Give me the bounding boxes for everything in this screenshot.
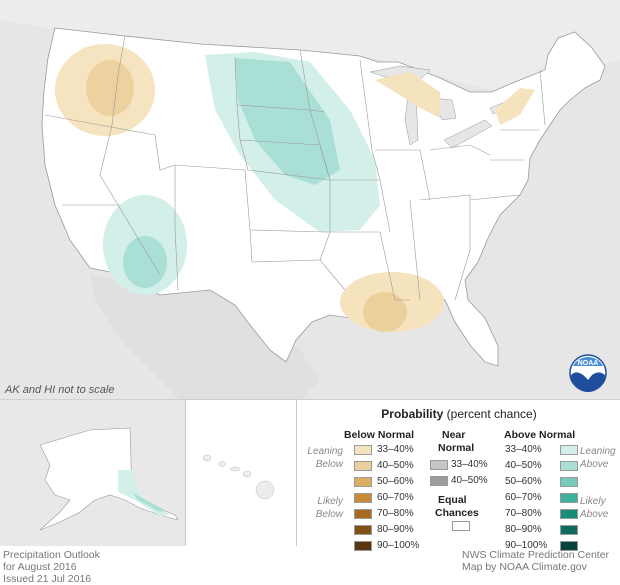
equal-chances-swatch: [452, 521, 470, 531]
canada-region: [0, 0, 620, 90]
below-normal-swatch: [354, 525, 372, 535]
below-normal-label: 60–70%: [377, 492, 414, 503]
near-normal-swatch: [430, 460, 448, 470]
mexico-region: [90, 275, 320, 400]
leaning-below-line2: Below: [315, 459, 343, 470]
leaning-above-line2: Above: [580, 459, 609, 470]
likely-above-line2: Above: [580, 509, 609, 520]
above-normal-swatch: [560, 477, 578, 487]
near-normal-label: 33–40%: [451, 459, 488, 470]
leaning-above-label: Leaning Above: [580, 445, 620, 471]
footer-right: NWS Climate Prediction Center Map by NOA…: [462, 549, 609, 573]
legend-panel: Probability (percent chance) Below Norma…: [298, 401, 620, 551]
below-normal-label: 50–60%: [377, 476, 414, 487]
below-normal-label: 70–80%: [377, 508, 414, 519]
above-normal-label: 60–70%: [505, 492, 542, 503]
outlook-period: for August 2016: [3, 561, 77, 573]
near-normal-swatch: [430, 476, 448, 486]
near-normal-header-2: Normal: [438, 442, 475, 454]
alaska-above-33-40: [118, 470, 170, 516]
below-normal-swatch: [354, 445, 372, 455]
alaska-above-40-50: [132, 492, 165, 512]
above-40-50-dakotas: [235, 58, 340, 185]
below-normal-swatch: [354, 461, 372, 471]
outlook-title: Precipitation Outlook: [3, 549, 100, 561]
alaska-hawaii-insets: [0, 400, 297, 546]
above-normal-label: 50–60%: [505, 476, 542, 487]
below-33-40-michigan: [375, 72, 440, 118]
footer-left: Precipitation Outlook for August 2016 Is…: [3, 549, 100, 585]
below-normal-swatch: [354, 541, 372, 551]
outlook-map: NOAA: [0, 0, 620, 400]
credit-climate-gov: Map by NOAA Climate.gov: [462, 561, 587, 573]
noaa-logo: NOAA: [569, 354, 607, 392]
legend-title: Probability (percent chance): [298, 407, 620, 421]
below-normal-header: Below Normal: [344, 429, 415, 441]
above-normal-swatch: [560, 461, 578, 471]
above-normal-label: 40–50%: [505, 460, 542, 471]
below-normal-label: 33–40%: [377, 444, 414, 455]
hawaii-inset-frame: [186, 400, 296, 546]
above-normal-swatch: [560, 541, 578, 551]
likely-above-line1: Likely: [580, 496, 606, 507]
above-normal-label: 80–90%: [505, 524, 542, 535]
above-normal-label: 90–100%: [505, 540, 548, 551]
below-40-50-louisiana: [363, 292, 407, 332]
above-normal-swatch: [560, 493, 578, 503]
equal-chances-line2: Chances: [435, 507, 479, 519]
above-40-50-arizona: [123, 236, 167, 288]
lake-erie: [443, 119, 493, 149]
above-normal-swatch: [560, 525, 578, 535]
svg-text:NOAA: NOAA: [578, 360, 599, 367]
below-normal-swatch: [354, 493, 372, 503]
near-normal-label: 40–50%: [451, 475, 488, 486]
likely-above-label: Likely Above: [580, 495, 620, 521]
hawaii-islands: [202, 454, 275, 500]
state-boundaries: [44, 35, 546, 301]
leaning-below-label: Leaning Below: [298, 445, 343, 471]
equal-chances-line1: Equal: [438, 494, 467, 506]
likely-below-label: Likely Below: [298, 495, 343, 521]
near-normal-header-1: Near: [442, 429, 466, 441]
leaning-below-line1: Leaning: [307, 446, 343, 457]
below-33-40-new-york: [495, 88, 535, 125]
above-normal-label: 70–80%: [505, 508, 542, 519]
below-normal-label: 80–90%: [377, 524, 414, 535]
below-40-50-idaho: [86, 60, 134, 116]
above-normal-swatch: [560, 445, 578, 455]
issue-date: Issued 21 Jul 2016: [3, 573, 92, 585]
likely-below-line1: Likely: [317, 496, 343, 507]
likely-below-line2: Below: [315, 509, 343, 520]
above-normal-label: 33–40%: [505, 444, 542, 455]
above-normal-header: Above Normal: [504, 429, 576, 441]
credit-cpc: NWS Climate Prediction Center: [462, 549, 610, 561]
legend-title-sub: (percent chance): [446, 407, 537, 421]
below-normal-label: 40–50%: [377, 460, 414, 471]
scale-note: AK and HI not to scale: [5, 384, 115, 396]
above-normal-swatch: [560, 509, 578, 519]
below-normal-label: 90–100%: [377, 540, 420, 551]
below-normal-swatch: [354, 509, 372, 519]
leaning-above-line1: Leaning: [580, 446, 616, 457]
legend-title-bold: Probability: [381, 407, 444, 421]
below-normal-swatch: [354, 477, 372, 487]
